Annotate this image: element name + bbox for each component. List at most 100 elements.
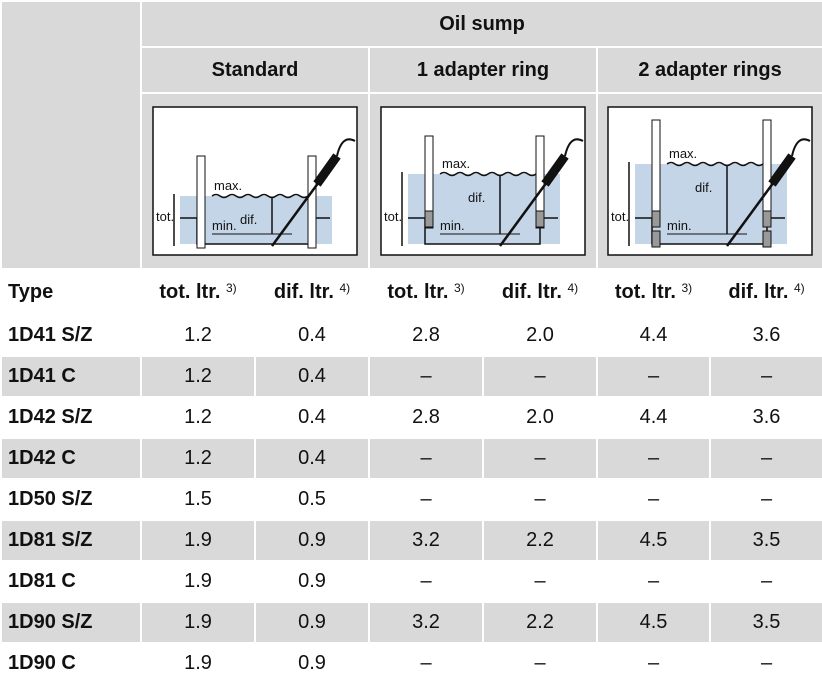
label-dif: dif. [468, 190, 485, 205]
value-cell: – [368, 355, 484, 398]
header-text: tot. ltr. [387, 280, 449, 303]
value-cell: – [482, 642, 598, 685]
header-text: Type [8, 280, 54, 303]
column-header: tot. ltr. 3) [368, 268, 484, 316]
group-cell: Standard [140, 46, 370, 94]
value-cell: 2.2 [482, 601, 598, 644]
ring [762, 230, 772, 248]
value-cell: – [482, 478, 598, 521]
value-cell: 0.9 [254, 560, 370, 603]
value-cell: 0.4 [254, 396, 370, 439]
value-cell: – [596, 642, 711, 685]
value-cell: – [368, 560, 484, 603]
value-cell: – [482, 355, 598, 398]
footnote-ref: 3) [454, 280, 465, 295]
data-row: 1D42 S/Z 1.2 0.4 2.8 2.0 4.4 3.6 [0, 396, 822, 439]
value-cell: – [368, 437, 484, 480]
value-cell: 1.9 [140, 642, 256, 685]
footnote-ref: 4) [567, 280, 579, 295]
column-header: tot. ltr. 3) [140, 268, 256, 316]
value-cell: – [368, 478, 484, 521]
value-cell: 3.6 [708, 314, 822, 357]
label-min: min. [212, 218, 237, 233]
value-cell: – [596, 560, 711, 603]
label-tot: tot. [156, 209, 174, 224]
data-row: 1D90 S/Z 1.9 0.9 3.2 2.2 4.5 3.5 [0, 601, 822, 644]
value-cell: 1.5 [140, 478, 256, 521]
type-cell: 1D50 S/Z [0, 478, 142, 521]
group-cell: 2 adapter rings [595, 46, 822, 94]
value-cell: 3.5 [708, 601, 822, 644]
handle [313, 153, 341, 187]
group-row: Standard 1 adapter ring 2 adapter rings [1, 46, 822, 94]
value-cell: – [708, 478, 822, 521]
value-cell: 2.8 [368, 396, 484, 439]
value-cell: 3.2 [368, 519, 484, 562]
wave [666, 161, 764, 167]
group-cell: 1 adapter ring [368, 46, 598, 94]
column-header: Type [0, 268, 142, 316]
column-header: dif. ltr. 4) [708, 268, 822, 316]
type-cell: 1D41 S/Z [0, 314, 142, 357]
column-header: dif. ltr. 4) [482, 268, 598, 316]
diagram: max. dif. tot. min. [152, 106, 358, 256]
ring [424, 210, 434, 228]
value-cell: 0.4 [254, 437, 370, 480]
corner-cell [0, 0, 142, 270]
value-cell: 0.4 [254, 314, 370, 357]
column-header: dif. ltr. 4) [254, 268, 370, 316]
value-cell: 0.4 [254, 355, 370, 398]
footnote-ref: 4) [339, 280, 351, 295]
type-cell: 1D81 C [0, 560, 142, 603]
label-max: max. [669, 146, 697, 161]
data-row: 1D81 S/Z 1.9 0.9 3.2 2.2 4.5 3.5 [0, 519, 822, 562]
handle [541, 153, 569, 187]
footnote-ref: 3) [226, 280, 237, 295]
hook [791, 138, 811, 157]
value-cell: – [708, 355, 822, 398]
value-cell: 1.9 [140, 519, 256, 562]
ring [535, 210, 545, 228]
value-cell: 0.9 [254, 519, 370, 562]
value-cell: 0.9 [254, 601, 370, 644]
diagram-cell: max. dif. tot. min. [140, 92, 370, 270]
data-row: 1D41 C 1.2 0.4– – – – [0, 355, 822, 398]
title-cell: Oil sump [139, 0, 822, 48]
label-max: max. [442, 156, 470, 171]
value-cell: – [708, 642, 822, 685]
value-cell: 0.9 [254, 642, 370, 685]
diagram-cell: max. dif. tot. min. [368, 92, 598, 270]
value-cell: – [596, 478, 711, 521]
label-min: min. [440, 218, 465, 233]
value-cell: 4.4 [596, 314, 711, 357]
value-cell: 0.5 [254, 478, 370, 521]
data-row: 1D42 C 1.2 0.4– – – – [0, 437, 822, 480]
label-dif: dif. [240, 212, 257, 227]
tube-right [307, 155, 317, 249]
value-cell: 1.2 [140, 314, 256, 357]
hook [336, 138, 356, 157]
diagram: max. dif. tot. min. [607, 106, 813, 256]
header-text: tot. ltr. [159, 280, 221, 303]
value-cell: 1.2 [140, 355, 256, 398]
value-cell: – [708, 560, 822, 603]
data-row: 1D41 S/Z 1.2 0.4 2.8 2.0 4.4 3.6 [0, 314, 822, 357]
data-row: 1D50 S/Z 1.5 0.5– – – – [0, 478, 822, 521]
type-cell: 1D81 S/Z [0, 519, 142, 562]
hook [564, 138, 584, 157]
column-header: tot. ltr. 3) [596, 268, 711, 316]
label-tot: tot. [611, 209, 629, 224]
wave [439, 171, 537, 177]
data-row: 1D81 C 1.9 0.9– – – – [0, 560, 822, 603]
value-cell: – [368, 642, 484, 685]
header-text: dif. ltr. [501, 280, 562, 303]
type-cell: 1D90 C [0, 642, 142, 685]
value-cell: 2.0 [482, 314, 598, 357]
ring [651, 230, 661, 248]
type-cell: 1D90 S/Z [0, 601, 142, 644]
wave [211, 193, 309, 199]
value-cell: – [482, 437, 598, 480]
diagram: max. dif. tot. min. [380, 106, 586, 256]
